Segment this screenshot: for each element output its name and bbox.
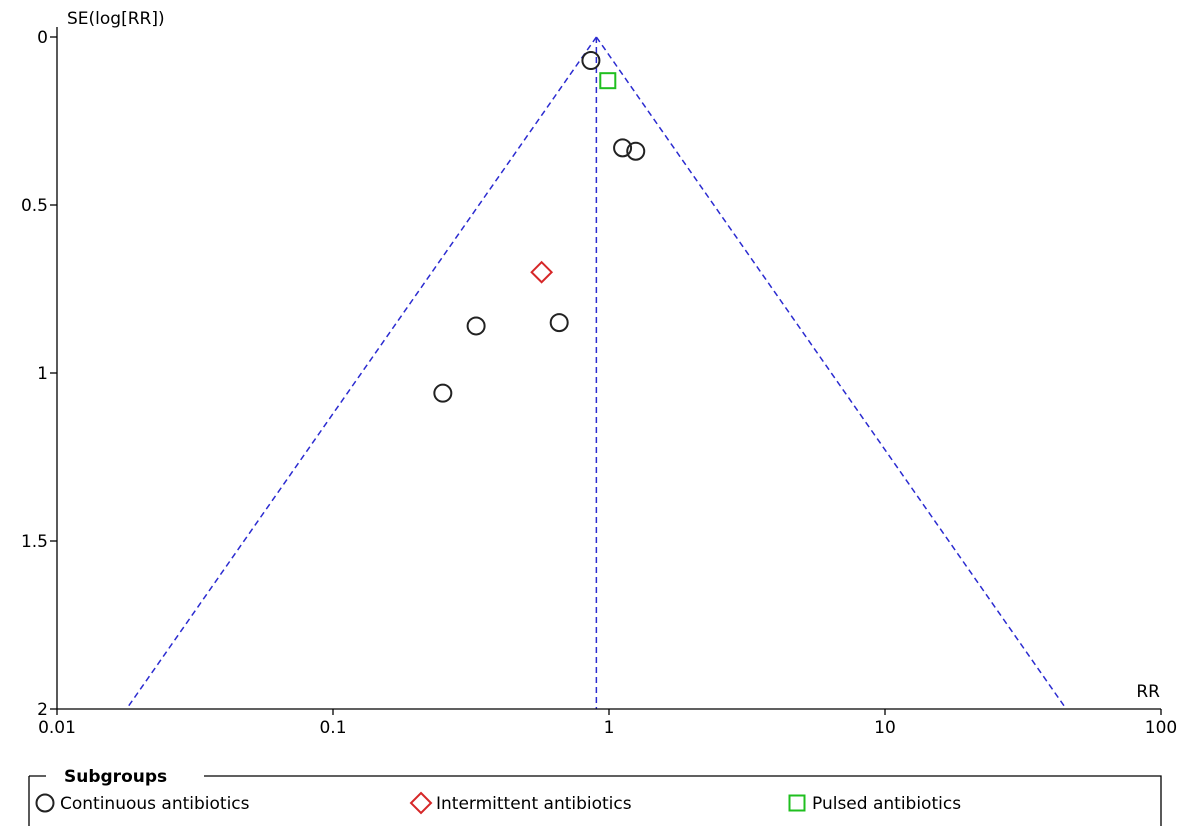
- legend-circle-icon: [35, 793, 55, 813]
- x-tick-label: 1: [604, 718, 615, 738]
- circle-marker: [549, 313, 569, 333]
- diamond-marker: [530, 260, 554, 284]
- x-tick-label: 0.01: [38, 718, 76, 738]
- funnel-right-limit: [595, 36, 1067, 710]
- legend-frame: [28, 775, 1162, 826]
- square-marker: [599, 72, 617, 90]
- y-tick-label: 0.5: [21, 196, 48, 216]
- legend-label: Intermittent antibiotics: [436, 794, 632, 814]
- circle-marker: [581, 51, 601, 71]
- y-tick-label: 0: [37, 28, 48, 48]
- legend-label: Pulsed antibiotics: [812, 794, 961, 814]
- x-tick-label: 0.1: [319, 718, 346, 738]
- x-tick-label: 10: [874, 718, 896, 738]
- data-points: [433, 51, 646, 403]
- circle-marker: [433, 383, 453, 403]
- y-tick-label: 1: [37, 364, 48, 384]
- y-axis-title: SE(log[RR]): [67, 9, 165, 29]
- legend-diamond-icon: [409, 791, 433, 815]
- funnel-left-limit: [125, 36, 597, 710]
- y-tick-label: 2: [37, 700, 48, 720]
- x-axis-title: RR: [1136, 682, 1160, 702]
- x-tick-label: 100: [1145, 718, 1177, 738]
- legend: Subgroups Continuous antibiotics Intermitt…: [28, 767, 1162, 826]
- circle-marker: [613, 138, 633, 158]
- funnel-lines: [125, 36, 1067, 710]
- circle-marker: [626, 141, 646, 161]
- axes: 0 0.5 1 1.5 20.01 0.1 1 10 100 SE(log[RR]) RR: [21, 9, 1177, 738]
- y-tick-label: 1.5: [21, 532, 48, 552]
- legend-square-icon: [788, 794, 806, 812]
- circle-marker: [466, 316, 486, 336]
- legend-label: Continuous antibiotics: [60, 794, 250, 814]
- legend-title: Subgroups: [64, 767, 167, 787]
